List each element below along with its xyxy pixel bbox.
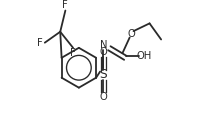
Text: O: O	[128, 29, 135, 39]
Text: O: O	[99, 92, 107, 102]
Text: N: N	[100, 40, 107, 50]
Text: S: S	[100, 68, 107, 81]
Text: F: F	[70, 48, 76, 58]
Text: OH: OH	[136, 51, 151, 61]
Text: O: O	[99, 47, 107, 57]
Text: F: F	[37, 38, 43, 48]
Text: F: F	[62, 0, 68, 10]
